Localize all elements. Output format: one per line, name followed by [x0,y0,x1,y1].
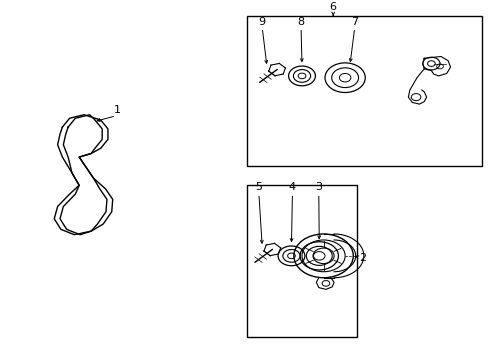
Text: 1: 1 [114,105,121,115]
Text: 8: 8 [297,17,304,27]
Text: 6: 6 [329,3,336,12]
Bar [246,185,356,337]
Text: 9: 9 [258,17,265,27]
Text: 5: 5 [255,183,262,192]
Text: 7: 7 [350,17,358,27]
Text: 2: 2 [359,253,366,262]
Bar [246,16,481,166]
Text: 4: 4 [288,183,295,192]
Text: 3: 3 [315,183,322,192]
